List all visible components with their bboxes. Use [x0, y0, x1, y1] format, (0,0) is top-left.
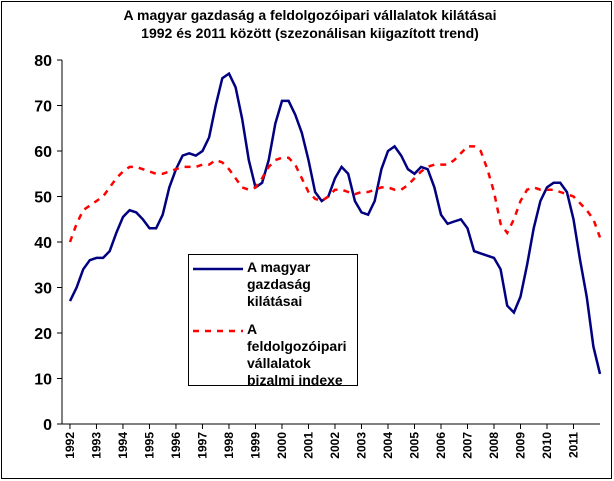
x-tick-label: 2011: [566, 432, 580, 458]
y-tick-label: 10: [34, 372, 52, 389]
y-tick-label: 20: [34, 326, 52, 343]
y-tick-label: 70: [34, 99, 52, 116]
x-tick-label: 1998: [222, 432, 236, 459]
x-tick-label: 1997: [195, 432, 209, 459]
y-tick-label: 50: [34, 190, 52, 207]
legend-label: A magyar gazdaság kilátásai: [247, 259, 311, 309]
y-tick-label: 0: [43, 417, 52, 434]
legend: A magyar gazdaság kilátásai A feldolgozói…: [188, 254, 358, 389]
x-tick-label: 1999: [248, 432, 262, 459]
legend-entry: A magyar gazdaság kilátásai: [193, 259, 355, 310]
legend-entry: A feldolgozóipari vállalatok bizalmi ind…: [193, 321, 355, 389]
x-tick-label: 2010: [540, 432, 554, 459]
x-tick-label: 2000: [275, 432, 289, 459]
y-tick-label: 80: [34, 53, 52, 70]
y-tick-label: 60: [34, 144, 52, 161]
legend-label: A feldolgozóipari vállalatok bizalmi ind…: [247, 321, 347, 388]
x-tick-label: 2004: [381, 432, 395, 459]
y-tick-label: 30: [34, 281, 52, 298]
x-tick-label: 1996: [169, 432, 183, 459]
x-tick-label: 2002: [328, 432, 342, 459]
x-tick-label: 1995: [142, 432, 156, 459]
x-tick-label: 2005: [407, 432, 421, 459]
x-tick-label: 2007: [460, 432, 474, 459]
legend-swatch: [193, 267, 243, 271]
x-tick-label: 1993: [89, 432, 103, 459]
x-tick-label: 2009: [513, 432, 527, 459]
series-line: [68, 71, 602, 375]
y-tick-label: 40: [34, 235, 52, 252]
x-tick-label: 2003: [354, 432, 368, 459]
x-tick-label: 1992: [63, 432, 77, 459]
chart-subtitle: 1992 és 2011 között (szezonálisan kiigaz…: [141, 25, 479, 41]
x-tick-label: 1994: [116, 432, 130, 459]
x-tick-label: 2001: [301, 432, 315, 459]
legend-swatch: [193, 329, 243, 333]
x-tick-label: 2006: [434, 432, 448, 459]
chart-title: A magyar gazdaság a feldolgozóipari váll…: [124, 7, 497, 23]
series-line: [68, 145, 602, 243]
x-tick-label: 2008: [487, 432, 501, 459]
